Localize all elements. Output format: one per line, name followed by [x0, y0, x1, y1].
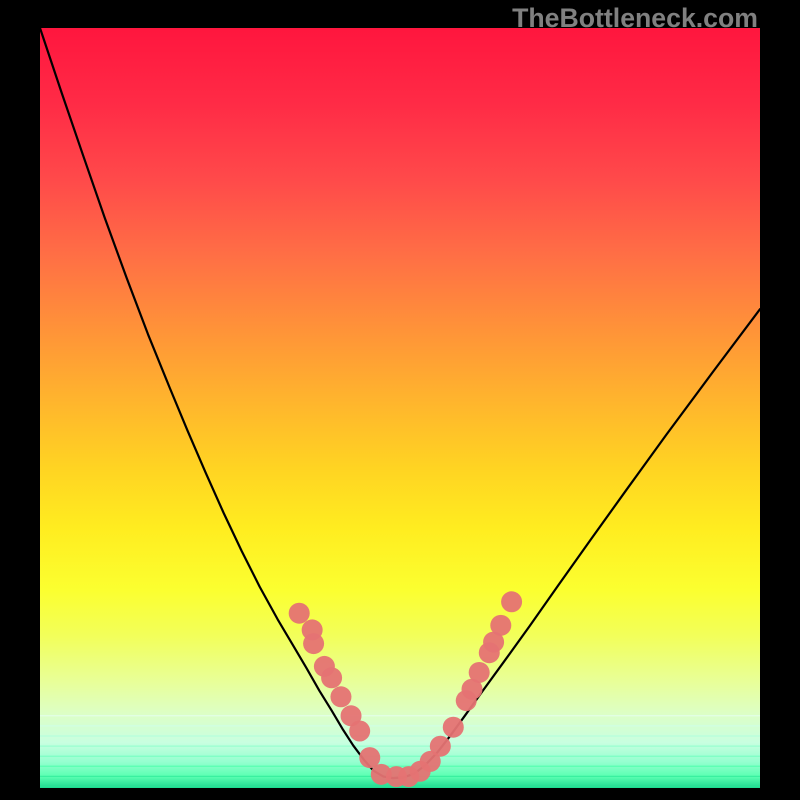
plot-area: [40, 28, 760, 788]
data-marker: [330, 686, 351, 707]
data-marker: [443, 717, 464, 738]
data-marker: [490, 615, 511, 636]
chart-stage: TheBottleneck.com: [0, 0, 800, 800]
chart-overlay-svg: [40, 28, 760, 788]
data-marker: [469, 662, 490, 683]
data-marker: [289, 603, 310, 624]
data-marker: [430, 736, 451, 757]
data-marker: [349, 721, 370, 742]
watermark-text: TheBottleneck.com: [512, 3, 758, 34]
bottleneck-curve: [40, 28, 760, 778]
data-marker: [302, 619, 323, 640]
data-marker: [321, 667, 342, 688]
data-marker: [501, 591, 522, 612]
